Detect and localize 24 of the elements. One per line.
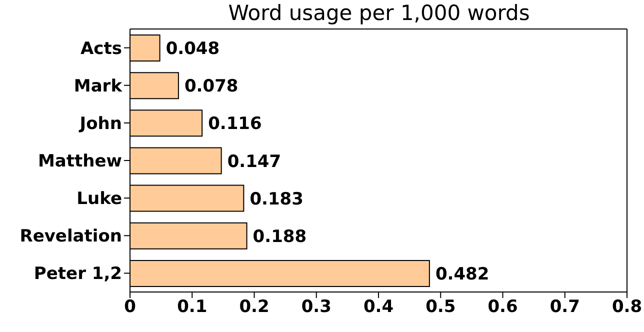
x-tick-label: 0.7 bbox=[550, 297, 580, 318]
x-tick-label: 0.2 bbox=[239, 297, 270, 318]
x-tick-label: 0.5 bbox=[426, 297, 456, 318]
y-tick-label: Acts bbox=[80, 38, 122, 59]
y-tick-label: John bbox=[78, 114, 122, 134]
x-tick-label: 0.1 bbox=[177, 297, 208, 318]
y-tick-label: Matthew bbox=[38, 152, 122, 172]
y-tick-label: Luke bbox=[76, 189, 122, 210]
chart-title: Word usage per 1,000 words bbox=[227, 0, 531, 26]
data-label: 0.116 bbox=[208, 114, 262, 134]
x-tick-label: 0 bbox=[124, 297, 136, 318]
x-tick-label: 0.8 bbox=[612, 297, 642, 318]
data-label: 0.048 bbox=[166, 39, 220, 60]
x-tick-label: 0.3 bbox=[301, 297, 332, 318]
x-tick-label: 0.4 bbox=[363, 297, 394, 318]
x-tick-label: 0.6 bbox=[488, 297, 518, 318]
y-tick-label: Peter 1,2 bbox=[34, 264, 122, 284]
data-label: 0.188 bbox=[252, 226, 307, 247]
data-label: 0.482 bbox=[435, 264, 490, 284]
data-label: 0.147 bbox=[227, 152, 282, 172]
data-label: 0.183 bbox=[250, 189, 304, 210]
y-tick-label: Revelation bbox=[20, 226, 122, 247]
data-label: 0.078 bbox=[184, 76, 238, 97]
y-tick-label: Mark bbox=[74, 76, 123, 96]
